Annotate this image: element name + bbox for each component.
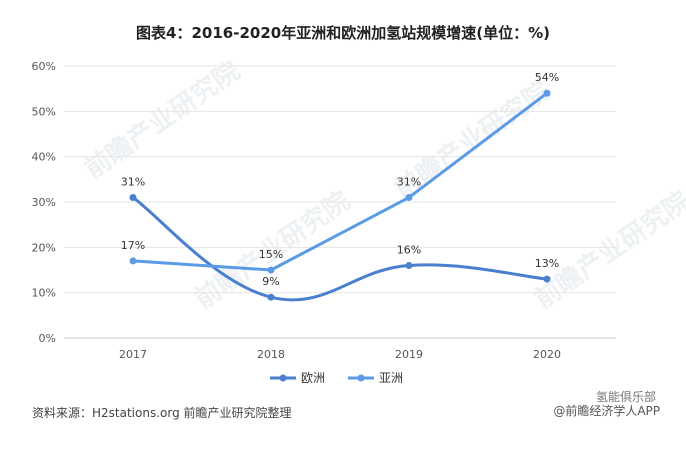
brand-credit: 氢能俱乐部 @前瞻经济学人APP	[553, 390, 660, 419]
data-point	[129, 257, 137, 265]
legend-label: 亚洲	[379, 371, 403, 385]
data-point	[267, 293, 275, 301]
data-label: 31%	[121, 175, 145, 188]
data-label: 9%	[262, 275, 279, 288]
data-point	[129, 193, 137, 201]
data-point	[405, 261, 413, 269]
legend-label: 欧洲	[301, 371, 325, 385]
y-tick-label: 10%	[32, 287, 56, 300]
x-tick-label: 2018	[257, 348, 285, 361]
data-point	[543, 275, 551, 283]
data-point	[405, 193, 413, 201]
x-tick-label: 2017	[119, 348, 147, 361]
line-chart: 0% 10% 20% 30% 40% 50% 60% 2017 2018 2019 2020 31% 9…	[32, 60, 616, 385]
data-label: 16%	[397, 243, 421, 256]
brand-line-2: @前瞻经济学人APP	[553, 404, 660, 418]
data-label: 17%	[121, 239, 145, 252]
y-tick-label: 50%	[32, 105, 56, 118]
data-label: 15%	[259, 248, 283, 261]
chart-title: 图表4：2016-2020年亚洲和欧洲加氢站规模增速(单位：%)	[136, 24, 550, 42]
legend-marker	[279, 374, 287, 382]
series-line	[131, 91, 549, 272]
y-tick-label: 60%	[32, 60, 56, 73]
source-note: 资料来源：H2stations.org 前瞻产业研究院整理	[32, 406, 292, 420]
y-tick-label: 0%	[39, 332, 56, 345]
data-point	[543, 89, 551, 97]
y-tick-label: 40%	[32, 151, 56, 164]
data-label: 13%	[535, 257, 559, 270]
x-tick-label: 2019	[395, 348, 423, 361]
data-label: 54%	[535, 71, 559, 84]
data-label: 31%	[397, 175, 421, 188]
y-tick-label: 30%	[32, 196, 56, 209]
brand-line-1: 氢能俱乐部	[595, 390, 656, 404]
series-line	[131, 195, 549, 302]
x-tick-label: 2020	[533, 348, 561, 361]
legend-marker	[357, 374, 365, 382]
data-point	[267, 266, 275, 274]
y-tick-label: 20%	[32, 241, 56, 254]
